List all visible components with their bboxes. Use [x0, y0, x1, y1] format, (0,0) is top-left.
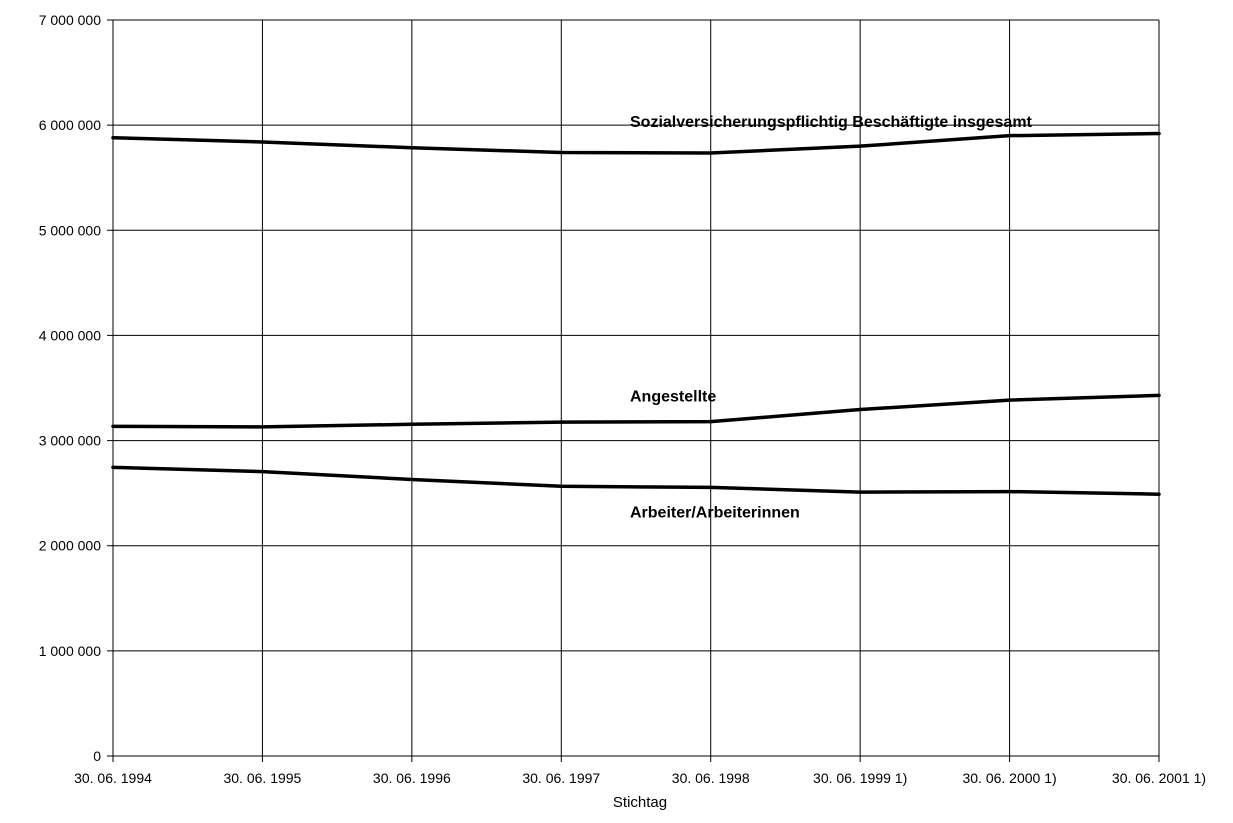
x-tick-label: 30. 06. 1997 — [522, 770, 600, 786]
x-tick-label: 30. 06. 2000 1) — [962, 770, 1056, 786]
grid-layer — [107, 19, 1160, 762]
y-tick-label: 2 000 000 — [39, 538, 101, 554]
series-label-2: Arbeiter/Arbeiterinnen — [630, 504, 800, 521]
y-tick-label: 5 000 000 — [39, 222, 101, 238]
x-tick-label: 30. 06. 1996 — [373, 770, 451, 786]
series-label-1: Angestellte — [630, 389, 716, 406]
y-tick-label: 7 000 000 — [39, 12, 101, 28]
y-tick-label: 6 000 000 — [39, 117, 101, 133]
series-label-0: Sozialversicherungspflichtig Beschäftigt… — [630, 114, 1033, 131]
x-tick-label: 30. 06. 2001 1) — [1112, 770, 1206, 786]
series-layer — [111, 131, 1161, 496]
x-axis-title: Stichtag — [613, 794, 667, 811]
y-tick-label: 3 000 000 — [39, 433, 101, 449]
series-labels: Sozialversicherungspflichtig Beschäftigt… — [630, 114, 1033, 521]
series-line-2 — [111, 465, 1161, 496]
x-tick-label: 30. 06. 1998 — [672, 770, 750, 786]
y-tick-label: 0 — [93, 748, 101, 764]
y-tick-label: 1 000 000 — [39, 643, 101, 659]
x-tick-label: 30. 06. 1999 1) — [813, 770, 907, 786]
y-tick-label: 4 000 000 — [39, 327, 101, 343]
series-line-0 — [111, 131, 1161, 155]
x-tick-label: 30. 06. 1994 — [74, 770, 152, 786]
y-axis-ticks: 0 1 000 000 2 000 000 3 000 000 4 000 000 5 0… — [39, 12, 102, 764]
series-line-1 — [111, 393, 1161, 429]
x-tick-label: 30. 06. 1995 — [223, 770, 301, 786]
x-axis-ticks: 30. 06. 1994 30. 06. 1995 30. 06. 1996 30. … — [74, 770, 1206, 786]
